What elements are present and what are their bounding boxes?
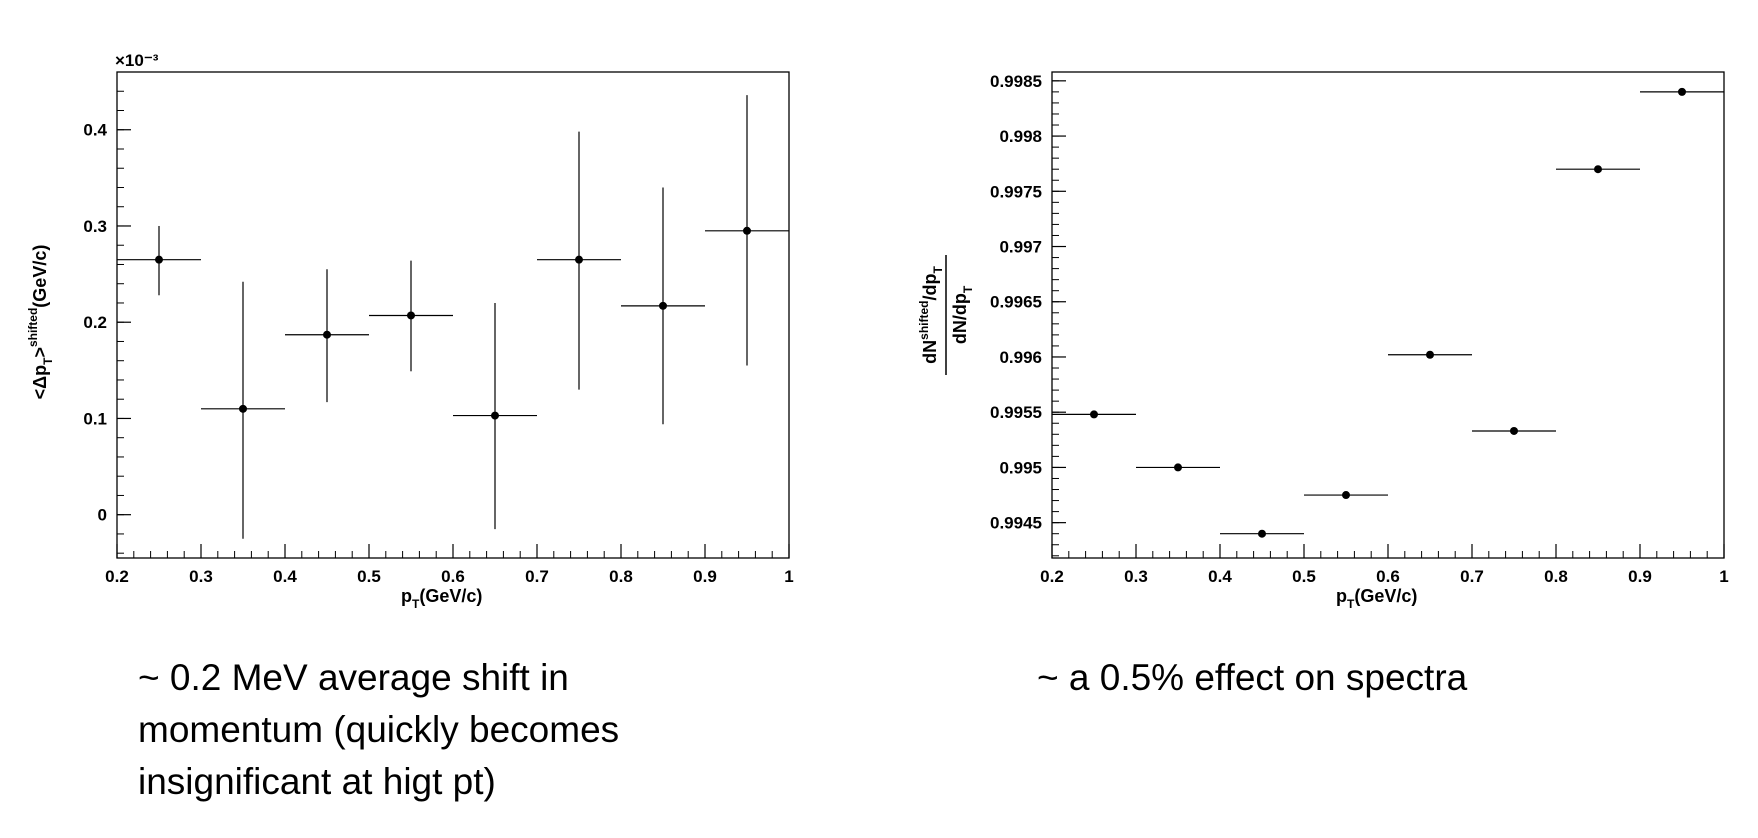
x-axis-ticks: 0.2 0.3 0.4 0.5 0.6 0.7 0.8 0.9 1 bbox=[1040, 544, 1729, 586]
data-point bbox=[491, 411, 499, 420]
x-tick-label: 1 bbox=[1719, 567, 1728, 586]
y-tick-label: 0.3 bbox=[83, 217, 107, 236]
data-point bbox=[239, 404, 247, 413]
data-point bbox=[155, 255, 163, 264]
y-axis-label: <ΔpT>shifted(GeV/c) bbox=[26, 245, 55, 400]
caption-line: ~ a 0.5% effect on spectra bbox=[1037, 657, 1468, 698]
shift-chart: 0.2 0.3 0.4 0.5 0.6 0.7 0.8 0.9 1 00.10.20.30.4 … bbox=[26, 51, 794, 611]
x-axis-label: pT(GeV/c) bbox=[401, 586, 482, 611]
x-tick-label: 0.4 bbox=[1208, 567, 1232, 586]
y-tick-label: 0.4 bbox=[83, 121, 107, 140]
y-multiplier-label: ×10⁻³ bbox=[115, 51, 159, 70]
data-point bbox=[1594, 165, 1602, 174]
x-tick-label: 0.2 bbox=[105, 567, 129, 586]
y-tick-label: 0.998 bbox=[999, 127, 1042, 146]
y-tick-label: 0.9985 bbox=[990, 72, 1042, 91]
x-tick-label: 0.9 bbox=[1628, 567, 1652, 586]
x-tick-label: 0.3 bbox=[189, 567, 213, 586]
y-axis-label: dNshifted/dpT dN/dpT bbox=[917, 255, 975, 375]
data-point bbox=[575, 255, 583, 264]
caption-line: momentum (quickly becomes bbox=[138, 709, 620, 750]
x-axis-label: pT(GeV/c) bbox=[1336, 586, 1417, 611]
data-point bbox=[1426, 350, 1434, 359]
data-points bbox=[1052, 87, 1724, 538]
y-axis-label-denominator: dN/dpT bbox=[950, 285, 975, 344]
x-tick-label: 0.4 bbox=[273, 567, 297, 586]
y-tick-label: 0.2 bbox=[83, 313, 107, 332]
data-point bbox=[1258, 529, 1266, 538]
x-tick-label: 0.7 bbox=[525, 567, 549, 586]
data-point bbox=[1678, 87, 1686, 96]
data-point bbox=[1342, 491, 1350, 500]
data-point bbox=[323, 330, 331, 339]
data-point bbox=[1174, 463, 1182, 472]
x-tick-label: 0.6 bbox=[1376, 567, 1400, 586]
caption-right: ~ a 0.5% effect on spectra bbox=[1037, 652, 1467, 704]
data-point bbox=[1510, 426, 1518, 435]
y-tick-label: 0.997 bbox=[999, 238, 1042, 257]
data-point bbox=[407, 311, 415, 320]
x-tick-label: 1 bbox=[784, 567, 793, 586]
y-tick-label: 0.9955 bbox=[990, 403, 1042, 422]
y-tick-label: 0.995 bbox=[999, 458, 1042, 477]
x-tick-label: 0.9 bbox=[693, 567, 717, 586]
y-tick-label: 0.9965 bbox=[990, 293, 1042, 312]
x-tick-label: 0.5 bbox=[1292, 567, 1316, 586]
y-tick-label: 0.9975 bbox=[990, 182, 1042, 201]
y-tick-label: 0 bbox=[98, 506, 107, 525]
x-tick-label: 0.8 bbox=[609, 567, 633, 586]
y-axis-ticks: 0.9945 0.995 0.9955 0.996 0.9965 0.997 0.9975 0… bbox=[990, 72, 1066, 557]
spectra-ratio-chart: 0.2 0.3 0.4 0.5 0.6 0.7 0.8 0.9 1 0.99450.9950.9… bbox=[917, 71, 1729, 611]
y-tick-label: 0.1 bbox=[83, 409, 107, 428]
data-point bbox=[659, 301, 667, 310]
caption-line: insignificant at higt pt) bbox=[138, 761, 496, 802]
data-point bbox=[1090, 410, 1098, 419]
y-tick-label: 0.996 bbox=[999, 348, 1042, 367]
data-point bbox=[743, 226, 751, 235]
caption-left: ~ 0.2 MeV average shift in momentum (qui… bbox=[138, 652, 619, 808]
data-points bbox=[117, 95, 789, 539]
x-tick-label: 0.6 bbox=[441, 567, 465, 586]
caption-line: ~ 0.2 MeV average shift in bbox=[138, 657, 569, 698]
plot-frame bbox=[1051, 71, 1725, 559]
x-axis-ticks: 0.2 0.3 0.4 0.5 0.6 0.7 0.8 0.9 1 bbox=[105, 544, 794, 586]
x-tick-label: 0.7 bbox=[1460, 567, 1484, 586]
x-tick-label: 0.3 bbox=[1124, 567, 1148, 586]
y-axis-label-numerator: dNshifted/dpT bbox=[917, 266, 945, 364]
y-axis-ticks: 0 0.1 0.2 0.3 0.4 bbox=[83, 71, 131, 554]
x-tick-label: 0.2 bbox=[1040, 567, 1064, 586]
y-tick-label: 0.9945 bbox=[990, 514, 1042, 533]
x-tick-label: 0.8 bbox=[1544, 567, 1568, 586]
x-tick-label: 0.5 bbox=[357, 567, 381, 586]
